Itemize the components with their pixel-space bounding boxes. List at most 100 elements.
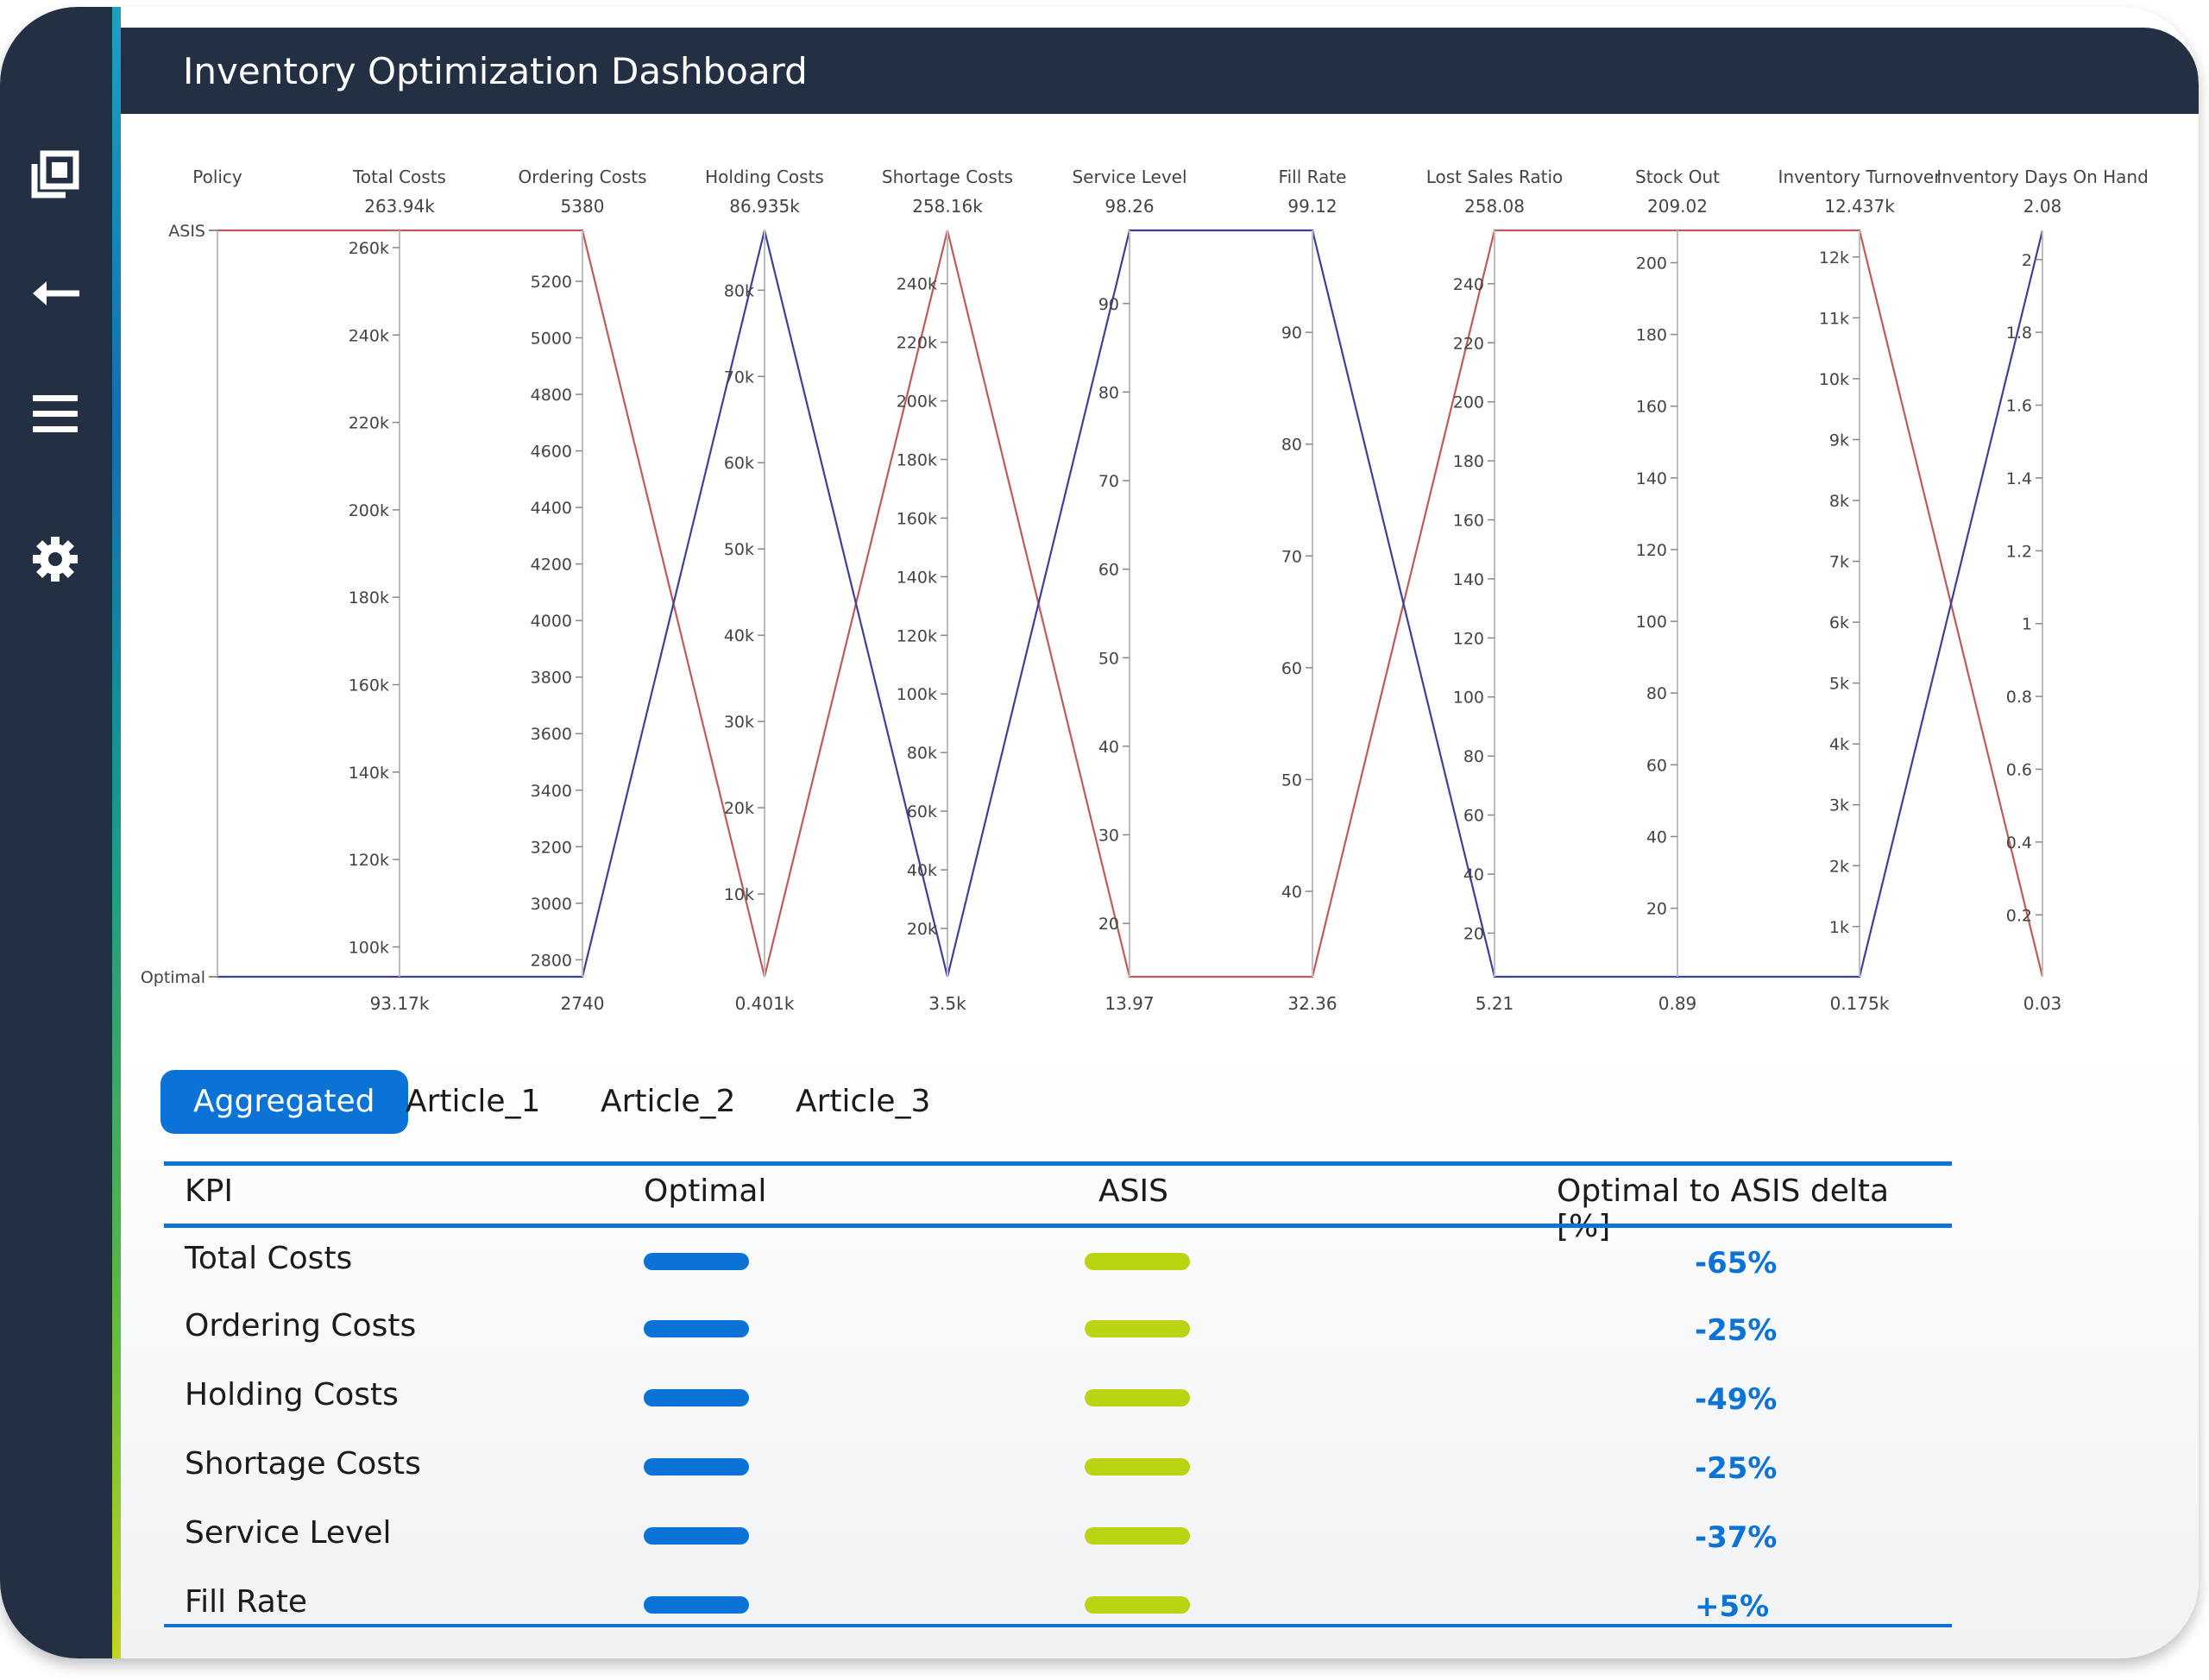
axis-tick-label-holding-costs: 70k <box>724 368 754 387</box>
axis-tick-label-ordering-costs: 4200 <box>531 556 572 575</box>
axis-tick-label-total-costs: 240k <box>349 326 389 345</box>
axis-max-label-lost-sales-ratio: 258.08 <box>1464 196 1525 217</box>
delta-value: +5% <box>1695 1589 1770 1624</box>
axis-title-holding-costs: Holding Costs <box>705 167 824 187</box>
kpi-section: Aggregated Article_1 Article_2 Article_3… <box>121 1046 2199 1658</box>
axis-tick-label-lost-sales-ratio: 120 <box>1453 629 1484 648</box>
axis-max-label-fill-rate: 99.12 <box>1287 196 1337 217</box>
page-title: Inventory Optimization Dashboard <box>183 50 808 92</box>
axis-tick-label-lost-sales-ratio: 240 <box>1453 275 1484 294</box>
axis-tick-label-stock-out: 160 <box>1636 398 1667 417</box>
axis-tick-label-shortage-costs: 60k <box>907 802 937 821</box>
axis-tick-label-shortage-costs: 140k <box>897 568 937 587</box>
tab-article-1[interactable]: Article_1 <box>406 1084 541 1119</box>
axis-tick-label-total-costs: 140k <box>349 764 389 783</box>
axis-tick-label-shortage-costs: 40k <box>907 861 937 880</box>
axis-tick-label-holding-costs: 80k <box>724 281 754 300</box>
policy-label-asis: ASIS <box>168 222 205 241</box>
axis-tick-label-stock-out: 120 <box>1636 541 1667 560</box>
axis-min-label-stock-out: 0.89 <box>1658 993 1697 1014</box>
axis-title-ordering-costs: Ordering Costs <box>518 167 646 187</box>
delta-value: -49% <box>1695 1382 1778 1417</box>
axis-title-policy: Policy <box>192 167 242 187</box>
header-bar: Inventory Optimization Dashboard <box>121 28 2199 114</box>
asis-bar <box>1085 1527 1190 1545</box>
header-optimal: Optimal <box>644 1173 767 1209</box>
axis-tick-label-total-costs: 260k <box>349 239 389 258</box>
axis-tick-label-inventory-turnover: 12k <box>1819 249 1849 267</box>
axis-min-label-fill-rate: 32.36 <box>1287 993 1337 1014</box>
axis-tick-label-shortage-costs: 200k <box>897 393 937 412</box>
axis-tick-label-ordering-costs: 3000 <box>531 895 572 914</box>
axis-tick-label-shortage-costs: 20k <box>907 920 937 939</box>
table-top-rule <box>164 1161 1952 1166</box>
axis-tick-label-stock-out: 20 <box>1646 900 1667 919</box>
axis-tick-label-holding-costs: 30k <box>724 713 754 732</box>
axis-tick-label-fill-rate: 90 <box>1281 324 1302 343</box>
axis-tick-label-service-level: 30 <box>1098 826 1119 845</box>
delta-value: -65% <box>1695 1246 1778 1280</box>
axis-tick-label-inventory-days-on-hand: 0.2 <box>2006 906 2032 925</box>
policy-label-optimal: Optimal <box>141 968 205 987</box>
axis-tick-label-fill-rate: 40 <box>1281 883 1302 902</box>
kpi-name: Ordering Costs <box>185 1308 417 1343</box>
axis-title-total-costs: Total Costs <box>352 167 446 187</box>
menu-icon[interactable] <box>24 383 86 445</box>
axis-tick-label-total-costs: 180k <box>349 588 389 607</box>
axis-max-label-holding-costs: 86.935k <box>729 196 800 217</box>
optimal-bar <box>644 1596 749 1614</box>
axis-tick-label-inventory-days-on-hand: 1.6 <box>2006 397 2032 416</box>
axis-tick-label-lost-sales-ratio: 80 <box>1463 747 1484 766</box>
axis-tick-label-service-level: 80 <box>1098 383 1119 402</box>
tab-article-3[interactable]: Article_3 <box>796 1084 931 1119</box>
tab-article-2[interactable]: Article_2 <box>601 1084 736 1119</box>
axis-tick-label-ordering-costs: 2800 <box>531 951 572 970</box>
axis-tick-label-lost-sales-ratio: 140 <box>1453 570 1484 589</box>
axis-tick-label-holding-costs: 60k <box>724 454 754 473</box>
optimal-bar <box>644 1253 749 1270</box>
kpi-name: Holding Costs <box>185 1377 399 1413</box>
axis-tick-label-service-level: 90 <box>1098 295 1119 314</box>
axis-tick-label-service-level: 70 <box>1098 472 1119 491</box>
header-asis: ASIS <box>1098 1173 1168 1209</box>
optimal-bar <box>644 1320 749 1337</box>
app-window: Inventory Optimization Dashboard Policy A… <box>0 7 2199 1658</box>
axis-tick-label-total-costs: 120k <box>349 851 389 870</box>
axis-tick-label-inventory-turnover: 4k <box>1829 735 1849 754</box>
axis-tick-label-inventory-days-on-hand: 0.8 <box>2006 688 2032 707</box>
back-arrow-icon[interactable] <box>24 262 86 324</box>
optimal-bar <box>644 1527 749 1545</box>
axis-tick-label-ordering-costs: 5200 <box>531 273 572 292</box>
tab-aggregated[interactable]: Aggregated <box>160 1070 408 1134</box>
kpi-name: Shortage Costs <box>185 1446 421 1482</box>
windows-icon[interactable] <box>24 143 86 205</box>
axis-tick-label-inventory-turnover: 10k <box>1819 370 1849 389</box>
gear-icon[interactable] <box>24 528 86 590</box>
axis-tick-label-inventory-turnover: 8k <box>1829 492 1849 511</box>
table-bottom-rule <box>164 1624 1952 1627</box>
axis-tick-label-stock-out: 140 <box>1636 469 1667 488</box>
axis-title-inventory-days-on-hand: Inventory Days On Hand <box>1936 167 2149 187</box>
axis-tick-label-inventory-days-on-hand: 1.4 <box>2006 469 2032 488</box>
axis-tick-label-holding-costs: 20k <box>724 799 754 818</box>
axis-min-label-shortage-costs: 3.5k <box>928 993 966 1014</box>
axis-tick-label-lost-sales-ratio: 160 <box>1453 512 1484 531</box>
axis-tick-label-inventory-days-on-hand: 0.6 <box>2006 760 2032 779</box>
axis-title-service-level: Service Level <box>1072 167 1186 187</box>
axis-min-label-ordering-costs: 2740 <box>561 993 605 1014</box>
axis-tick-label-ordering-costs: 3600 <box>531 725 572 744</box>
axis-title-inventory-turnover: Inventory Turnover <box>1778 167 1942 187</box>
axis-tick-label-shortage-costs: 100k <box>897 685 937 704</box>
axis-max-label-inventory-days-on-hand: 2.08 <box>2023 196 2062 217</box>
optimal-bar <box>644 1458 749 1476</box>
axis-tick-label-ordering-costs: 3800 <box>531 669 572 688</box>
axis-tick-label-lost-sales-ratio: 220 <box>1453 334 1484 353</box>
table-header-rule <box>164 1224 1952 1228</box>
axis-tick-label-stock-out: 80 <box>1646 684 1667 703</box>
axis-max-label-ordering-costs: 5380 <box>561 196 605 217</box>
axis-tick-label-fill-rate: 60 <box>1281 659 1302 678</box>
kpi-name: Total Costs <box>185 1241 353 1276</box>
axis-min-label-inventory-days-on-hand: 0.03 <box>2023 993 2062 1014</box>
axis-max-label-service-level: 98.26 <box>1104 196 1154 217</box>
axis-tick-label-shortage-costs: 160k <box>897 509 937 528</box>
